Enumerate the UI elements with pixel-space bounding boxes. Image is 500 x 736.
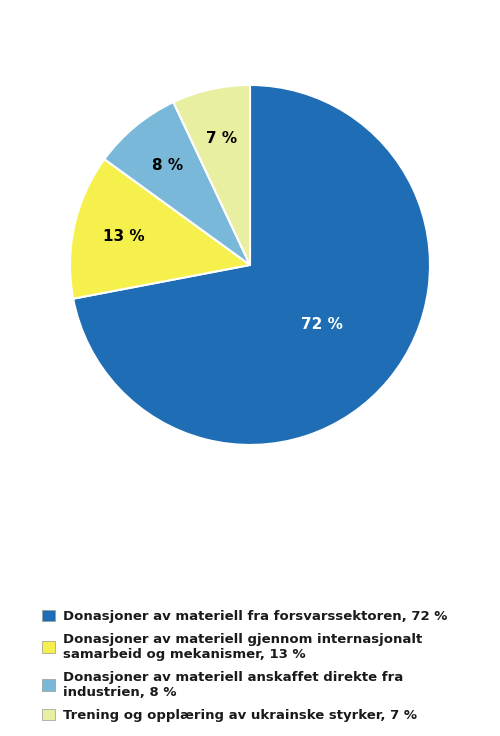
Wedge shape (70, 159, 250, 299)
Wedge shape (174, 85, 250, 265)
Wedge shape (104, 102, 250, 265)
Legend: Donasjoner av materiell fra forsvarssektoren, 72 %, Donasjoner av materiell gjen: Donasjoner av materiell fra forsvarssekt… (42, 609, 447, 722)
Text: 72 %: 72 % (301, 317, 343, 332)
Text: 13 %: 13 % (102, 229, 144, 244)
Wedge shape (73, 85, 430, 445)
Text: 8 %: 8 % (152, 158, 183, 173)
Text: 7 %: 7 % (206, 131, 238, 146)
